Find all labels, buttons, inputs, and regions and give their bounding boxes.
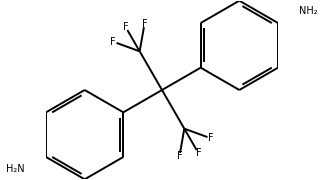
Text: NH₂: NH₂ bbox=[299, 6, 318, 16]
Text: F: F bbox=[110, 37, 116, 47]
Text: F: F bbox=[123, 22, 128, 32]
Text: F: F bbox=[208, 133, 214, 143]
Text: F: F bbox=[142, 19, 147, 29]
Text: H₂N: H₂N bbox=[6, 164, 25, 174]
Text: F: F bbox=[177, 151, 182, 161]
Text: F: F bbox=[196, 148, 201, 158]
